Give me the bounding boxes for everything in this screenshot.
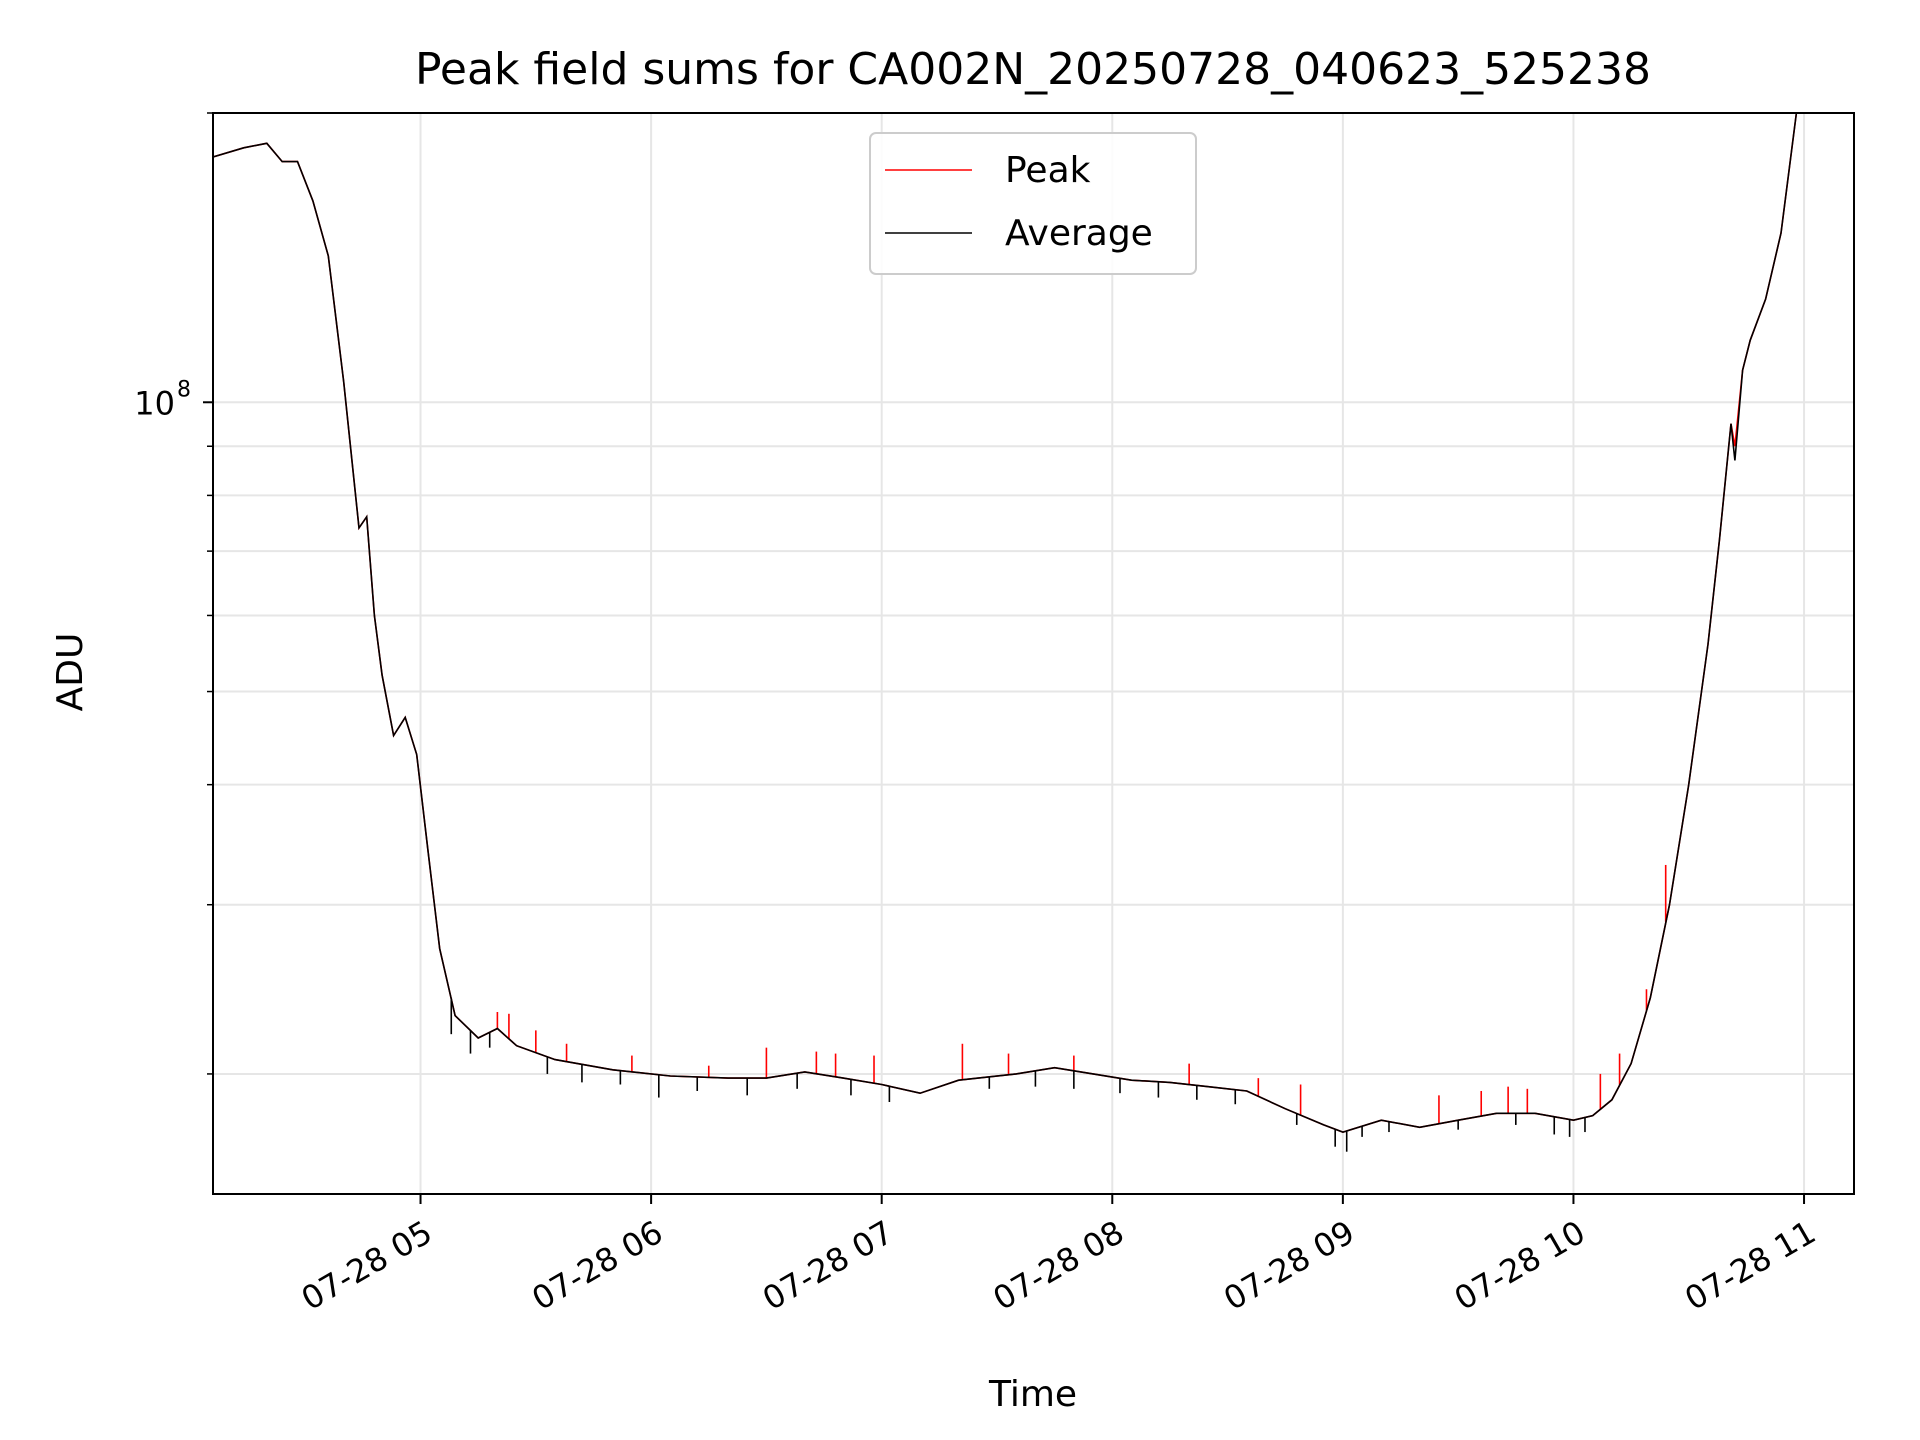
y-axis: 10 8	[134, 112, 213, 1075]
series-line-average	[213, 113, 1798, 1133]
legend-box	[869, 132, 1197, 275]
series-layer	[213, 113, 1798, 1152]
grid	[213, 112, 1854, 1194]
y-axis-label: ADU	[50, 633, 91, 712]
legend-label-average: Average	[1005, 213, 1153, 254]
y-tick-label-exponent: 8	[177, 377, 191, 402]
plot-frame	[212, 112, 1855, 1195]
y-tick-label: 10	[134, 384, 175, 422]
chart-title: Peak field sums for CA002N_20250728_0406…	[415, 44, 1651, 95]
legend: Peak Average	[869, 132, 1197, 275]
legend-label-peak: Peak	[1005, 150, 1091, 191]
x-axis-label: Time	[988, 1374, 1077, 1415]
